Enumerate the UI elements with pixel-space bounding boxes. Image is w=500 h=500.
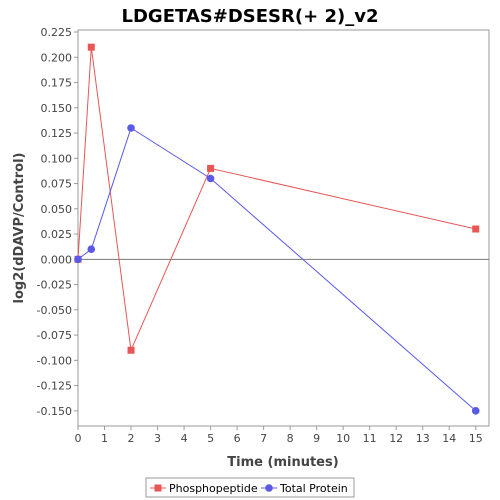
legend-box: [145, 477, 355, 498]
y-tick-label: -0.075: [37, 329, 72, 342]
chart-title: LDGETAS#DSESR(+ 2)_v2: [122, 6, 379, 27]
x-tick-label: 12: [389, 432, 403, 445]
legend-item: Phosphopeptide: [150, 482, 258, 495]
y-tick-label: 0.225: [41, 26, 73, 39]
y-tick-label: -0.150: [37, 405, 72, 418]
y-tick-label: 0.200: [41, 51, 73, 64]
x-tick-label: 0: [75, 432, 82, 445]
legend-label: Total Protein: [279, 482, 348, 495]
x-tick-label: 5: [207, 432, 214, 445]
data-point: [206, 174, 215, 183]
y-tick-label: -0.025: [37, 279, 72, 292]
data-point: [207, 164, 215, 172]
x-tick-label: 8: [287, 432, 294, 445]
legend-swatch-marker: [154, 484, 162, 492]
y-tick-label: 0.150: [41, 102, 73, 115]
y-axis-label: log2(dDAVP/Control): [12, 153, 27, 304]
y-tick-label: 0.175: [41, 77, 73, 90]
y-tick-label: 0.050: [41, 203, 73, 216]
legend: Phosphopeptide Total Protein: [150, 482, 348, 495]
y-tick-label: 0.100: [41, 152, 73, 165]
plot-area: [77, 29, 490, 427]
legend-label: Phosphopeptide: [169, 482, 258, 495]
data-point: [472, 225, 480, 233]
y-tick-label: 0.075: [41, 178, 73, 191]
x-tick-label: 10: [336, 432, 350, 445]
x-tick-label: 3: [154, 432, 161, 445]
data-point: [127, 346, 135, 354]
y-tick-label: -0.100: [37, 354, 72, 367]
y-tick-label: -0.125: [37, 380, 72, 393]
data-point: [87, 245, 96, 254]
y-tick-label: 0.000: [41, 253, 73, 266]
x-tick-label: 11: [363, 432, 377, 445]
data-point: [127, 124, 135, 132]
x-axis-label: Time (minutes): [227, 455, 338, 470]
data-point: [471, 407, 480, 415]
x-tick-label: 7: [260, 432, 267, 445]
x-tick-label: 2: [128, 432, 135, 445]
series-layer: [74, 43, 480, 415]
x-tick-label: 4: [181, 432, 188, 445]
x-tick-label: 9: [313, 432, 320, 445]
y-tick-label: 0.125: [41, 127, 73, 140]
legend-swatch-marker: [265, 484, 273, 492]
axes: -0.150 -0.125 -0.100 -0.075 -0.050 -0.025 0.00…: [37, 26, 489, 445]
y-tick-label: 0.025: [41, 228, 73, 241]
series-total-protein: [74, 124, 480, 415]
data-point: [87, 43, 95, 51]
x-tick-label: 1: [101, 432, 108, 445]
x-tick-label: 15: [469, 432, 483, 445]
x-tick-label: 6: [234, 432, 241, 445]
legend-item: Total Protein: [261, 482, 348, 495]
y-tick-label: -0.050: [37, 304, 72, 317]
data-point: [74, 255, 82, 264]
x-tick-label: 14: [442, 432, 456, 445]
x-tick-label: 13: [416, 432, 430, 445]
